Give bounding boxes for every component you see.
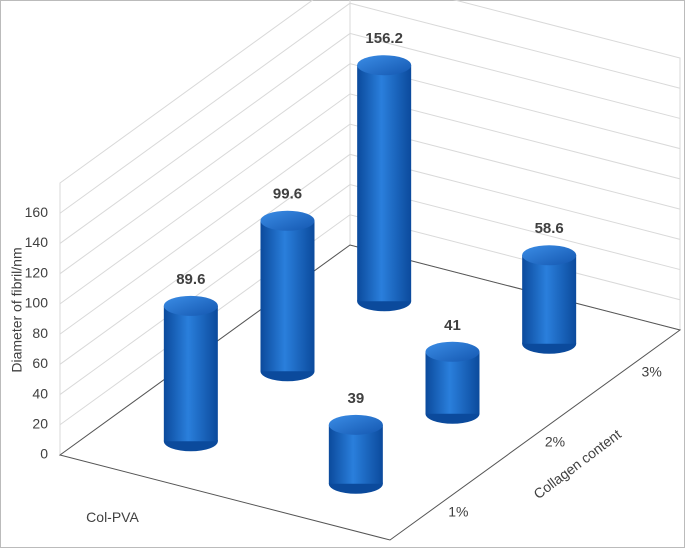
y-tick-label: 80 (32, 325, 48, 341)
bar (260, 220, 315, 372)
y-tick-label: 100 (25, 295, 49, 311)
grid-line (59, 184, 681, 395)
y-tick-label: 120 (25, 264, 49, 280)
y-tick-label: 140 (25, 234, 49, 250)
data-label: 99.6 (273, 186, 302, 203)
y-axis-label: Diameter of fibril/nm (9, 247, 25, 372)
row-label: Col-PVA (86, 509, 139, 525)
y-tick-label: 160 (25, 204, 49, 220)
data-label: 39 (347, 390, 364, 407)
grid-line (59, 93, 681, 305)
bar-top (260, 210, 315, 231)
data-label: 41 (444, 317, 461, 334)
bar (522, 255, 577, 344)
data-label: 58.6 (535, 220, 564, 237)
bar (163, 305, 218, 442)
y-tick-label: 0 (40, 446, 48, 462)
y-tick-label: 20 (32, 415, 48, 431)
y-tick-label: 40 (32, 385, 48, 401)
y-tick-label: 60 (32, 355, 48, 371)
grid-line (59, 63, 681, 275)
bar (357, 65, 412, 302)
bar-top (357, 55, 412, 76)
bar-top (425, 341, 480, 362)
x-tick-label: 1% (448, 504, 468, 520)
grid-line (59, 2, 681, 214)
grid-line (59, 123, 681, 335)
grid-line (59, 153, 681, 365)
x-tick-label: 2% (545, 434, 565, 450)
data-label: 156.2 (365, 30, 403, 47)
bar-top (163, 295, 218, 316)
grid-line (59, 32, 681, 244)
bar (425, 351, 480, 414)
bar-top (522, 245, 577, 266)
floor (58, 244, 682, 541)
bar-top (328, 414, 383, 435)
x-tick-label: 3% (642, 364, 662, 380)
data-label: 89.6 (176, 271, 205, 288)
